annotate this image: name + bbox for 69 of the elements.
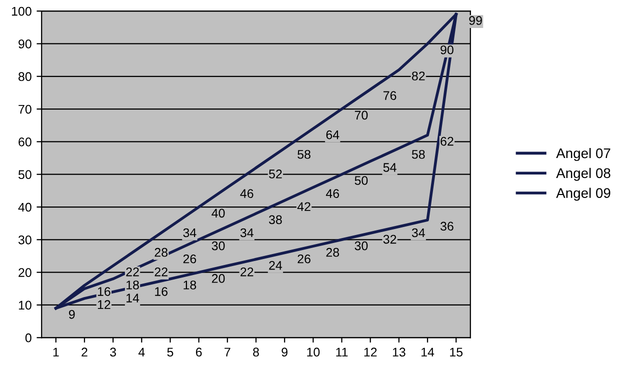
x-tick-label: 12 — [364, 348, 377, 356]
x-tick-label: 6 — [196, 348, 202, 357]
data-label: 50 — [354, 176, 368, 185]
data-label: 22 — [126, 268, 139, 276]
data-label: 90 — [440, 45, 454, 54]
x-tick-label: 9 — [282, 348, 288, 357]
y-tick-label: 100 — [12, 6, 32, 16]
data-label: 16 — [98, 287, 110, 296]
data-label: 54 — [383, 163, 396, 172]
data-label: 99 — [469, 16, 482, 25]
data-label: 76 — [383, 91, 396, 100]
data-label: 36 — [440, 222, 454, 231]
data-label: 34 — [240, 228, 254, 238]
x-tick-label: 13 — [392, 348, 406, 357]
data-label: 58 — [298, 150, 310, 159]
data-label: 58 — [412, 150, 425, 159]
data-label: 42 — [297, 202, 310, 211]
data-label: 82 — [412, 72, 425, 80]
legend-label: Angel 09 — [556, 188, 610, 201]
y-tick-label: 50 — [18, 170, 32, 180]
data-label: 34 — [183, 228, 196, 238]
data-label: 28 — [154, 248, 168, 257]
data-label: 18 — [126, 280, 139, 290]
data-label: 52 — [269, 170, 282, 178]
legend-label: Angel 08 — [556, 168, 610, 181]
data-label: 30 — [212, 241, 225, 250]
data-label: 18 — [184, 280, 196, 290]
data-label: 64 — [326, 130, 340, 140]
x-tick-label: 4 — [138, 348, 145, 356]
y-tick-label: 90 — [18, 40, 32, 48]
data-label: 62 — [440, 136, 454, 146]
data-label: 30 — [354, 241, 368, 250]
data-label: 9 — [68, 310, 75, 319]
data-label: 22 — [154, 268, 168, 276]
x-tick-label: 11 — [336, 348, 348, 356]
y-tick-label: 20 — [18, 268, 32, 277]
y-tick-label: 30 — [18, 235, 32, 244]
x-tick-label: 2 — [82, 348, 88, 356]
data-label: 14 — [126, 294, 140, 302]
x-tick-label: 3 — [110, 348, 116, 357]
data-label: 26 — [183, 254, 196, 264]
data-label: 24 — [269, 260, 282, 270]
x-tick-label: 8 — [253, 348, 259, 357]
legend-label: Angel 07 — [556, 148, 610, 161]
data-label: 40 — [212, 208, 225, 218]
y-tick-label: 40 — [18, 202, 32, 212]
data-label: 34 — [412, 228, 425, 238]
data-label: 28 — [326, 248, 340, 257]
x-tick-label: 14 — [422, 348, 434, 356]
x-tick-label: 7 — [224, 348, 230, 356]
y-tick-label: 10 — [18, 300, 32, 310]
data-label: 46 — [240, 189, 254, 198]
x-tick-label: 15 — [450, 348, 463, 357]
data-label: 22 — [240, 268, 254, 276]
data-label: 38 — [268, 215, 282, 224]
data-label: 26 — [298, 254, 310, 264]
data-label: 12 — [98, 300, 110, 309]
data-label: 70 — [354, 110, 368, 120]
y-tick-label: 60 — [18, 137, 32, 146]
data-label: 46 — [326, 189, 340, 198]
x-tick-label: 5 — [167, 348, 174, 357]
data-label: 20 — [212, 274, 225, 283]
y-tick-label: 0 — [25, 333, 32, 342]
y-tick-label: 70 — [18, 104, 32, 114]
data-label: 32 — [383, 234, 396, 244]
data-label: 16 — [155, 287, 168, 296]
x-tick-label: 10 — [307, 348, 320, 357]
y-tick-label: 80 — [18, 72, 32, 82]
x-tick-label: 1 — [53, 348, 59, 356]
